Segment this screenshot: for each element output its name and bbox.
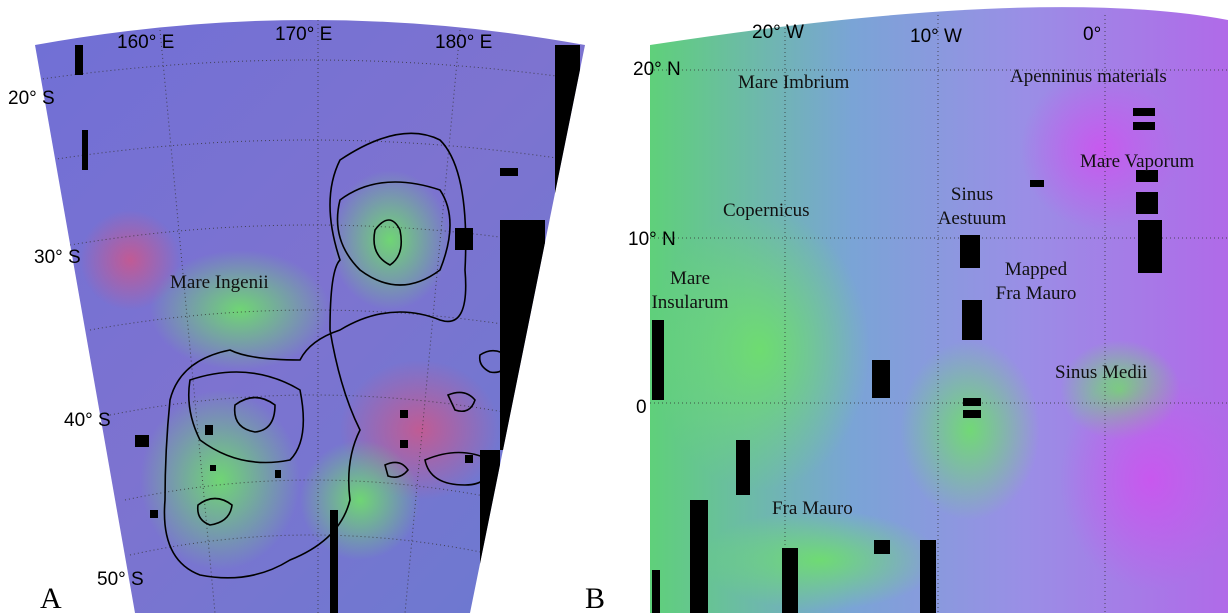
feature-label: Apenninus materials	[1010, 66, 1167, 87]
longitude-label: 160° E	[117, 32, 174, 53]
longitude-label: 170° E	[275, 24, 332, 45]
feature-label-line: Insularum	[651, 292, 728, 313]
latitude-label: 10° N	[628, 229, 676, 250]
feature-label-line: Sinus	[951, 184, 993, 205]
feature-label-line: Copernicus	[723, 200, 810, 221]
figure: 160° E 170° E 180° E 20° S 30° S 40° S 5…	[0, 0, 1228, 613]
longitude-label: 0°	[1083, 24, 1101, 45]
longitude-label: 20° W	[752, 22, 804, 43]
panel-letter: A	[40, 582, 62, 613]
feature-label-line: Aestuum	[938, 208, 1007, 229]
longitude-label: 10° W	[910, 26, 962, 47]
latitude-label: 20° N	[633, 59, 681, 80]
feature-label-line: Mapped	[1005, 259, 1068, 280]
latitude-label: 0	[636, 397, 647, 418]
feature-label-line: Mare Imbrium	[738, 72, 850, 93]
feature-label-line: Mare Vaporum	[1080, 151, 1194, 172]
latitude-label: 40° S	[64, 410, 111, 431]
panel-b-map	[650, 0, 1228, 613]
feature-label-line: Sinus Medii	[1055, 362, 1147, 383]
feature-label-line: Fra Mauro	[996, 283, 1077, 304]
longitude-label: 180° E	[435, 32, 492, 53]
feature-label: Sinus Medii	[1055, 362, 1147, 383]
latitude-label: 50° S	[97, 569, 144, 590]
latitude-label: 20° S	[8, 88, 55, 109]
feature-label: Mare Vaporum	[1080, 151, 1194, 172]
feature-label-line: Fra Mauro	[772, 498, 853, 519]
feature-label: Mare Ingenii	[170, 272, 269, 293]
feature-label: Mare Imbrium	[738, 72, 850, 93]
panel-a-map	[0, 0, 600, 613]
panel-letter: B	[585, 582, 605, 613]
feature-label-line: Mare	[670, 268, 710, 289]
latitude-label: 30° S	[34, 247, 81, 268]
feature-label: Copernicus	[723, 200, 810, 221]
feature-label-line: Apenninus materials	[1010, 66, 1167, 87]
feature-label: Fra Mauro	[772, 498, 853, 519]
